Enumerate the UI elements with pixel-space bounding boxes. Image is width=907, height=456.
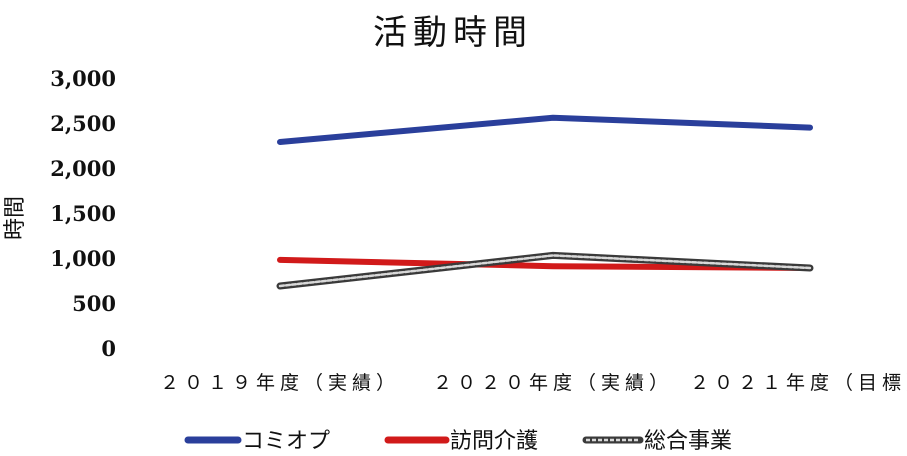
legend-label: 総合事業 <box>644 429 732 452</box>
y-tick-label: 500 <box>72 291 116 316</box>
series-lines <box>276 114 814 290</box>
x-axis-ticks: ２０１９年度（実績） ２０２０年度（実績） ２０２１年度（目標） <box>160 372 907 394</box>
series-1 <box>277 114 813 145</box>
y-tick-label: 3,000 <box>50 66 116 91</box>
legend: コミオプ 訪問介護 総合事業 <box>184 429 732 454</box>
legend-item: コミオプ <box>184 429 330 454</box>
chart-title: 活動時間 <box>373 13 533 53</box>
legend-label: コミオプ <box>242 429 330 452</box>
series-line-highlight <box>278 254 812 288</box>
legend-label: 訪問介護 <box>450 429 538 452</box>
y-tick-label: 1,000 <box>50 246 116 271</box>
legend-item: 総合事業 <box>582 429 732 454</box>
series-3 <box>276 251 814 290</box>
x-tick-label: ２０２１年度（目標） <box>690 372 907 394</box>
y-tick-label: 2,500 <box>50 111 116 136</box>
x-tick-label: ２０２０年度（実績） <box>433 372 673 394</box>
y-tick-label: 1,500 <box>50 201 116 226</box>
x-tick-label: ２０１９年度（実績） <box>160 372 400 394</box>
series-line <box>277 256 813 271</box>
y-tick-label: 2,000 <box>50 156 116 181</box>
series-2 <box>277 256 813 271</box>
y-tick-label: 0 <box>101 336 116 361</box>
y-axis-ticks: 0 500 1,000 1,500 2,000 2,500 3,000 <box>50 66 116 361</box>
series-line <box>277 114 813 145</box>
legend-item: 訪問介護 <box>384 429 538 454</box>
y-axis-label: 時間 <box>3 196 28 240</box>
